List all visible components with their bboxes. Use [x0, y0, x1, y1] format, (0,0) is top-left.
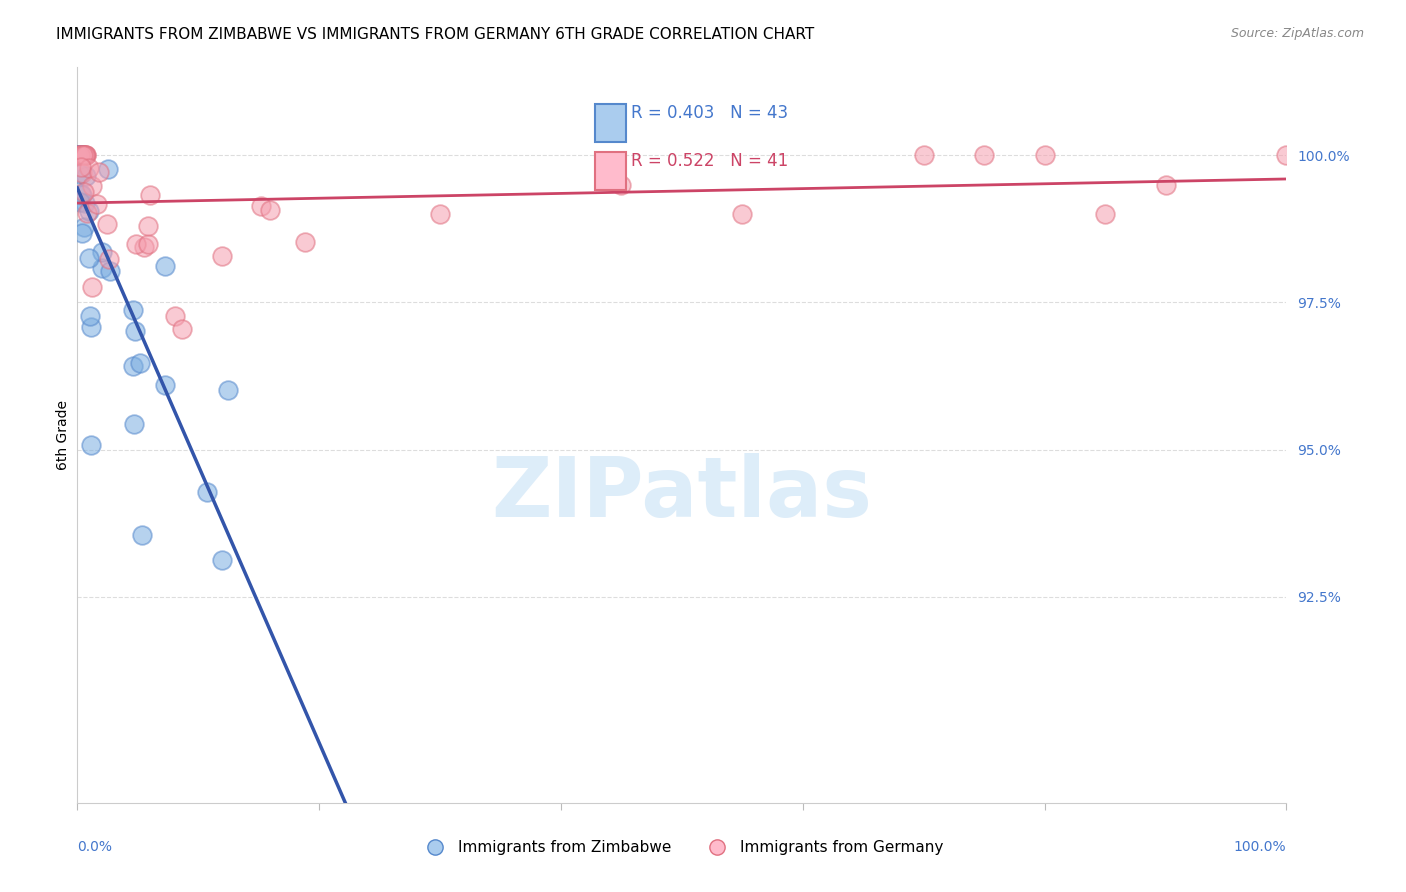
Text: R = 0.403   N = 43: R = 0.403 N = 43 [631, 103, 789, 121]
Point [69, 194, 91, 209]
Text: Source: ZipAtlas.com: Source: ZipAtlas.com [1230, 27, 1364, 40]
Point [70, 148, 93, 162]
Point [217, 383, 239, 397]
Point [77, 161, 100, 176]
Point [75, 169, 97, 183]
Point [98, 264, 121, 278]
Point [67, 148, 90, 162]
Point [75, 148, 97, 162]
Point [610, 178, 633, 192]
Point [122, 417, 145, 431]
Point [70, 148, 93, 162]
Point [91, 245, 114, 260]
Point [122, 359, 145, 373]
Point [122, 302, 145, 317]
Point [98, 252, 121, 266]
FancyBboxPatch shape [595, 152, 626, 190]
Point [139, 188, 162, 202]
Point [79, 438, 101, 452]
Point [136, 236, 159, 251]
Point [87, 164, 110, 178]
Point [155, 259, 177, 273]
Point [69, 167, 91, 181]
Point [912, 148, 935, 162]
Point [67, 148, 90, 162]
Point [80, 320, 103, 334]
Text: R = 0.522   N = 41: R = 0.522 N = 41 [631, 152, 789, 169]
Point [73, 195, 96, 210]
Point [153, 378, 176, 392]
Point [66, 148, 89, 162]
Point [259, 202, 281, 217]
Point [124, 324, 146, 338]
Point [69, 148, 91, 162]
Point [973, 148, 995, 162]
Point [731, 207, 754, 221]
Point [70, 187, 93, 202]
Point [73, 219, 96, 234]
Point [72, 148, 94, 162]
Point [163, 310, 186, 324]
Point [1154, 178, 1177, 192]
Point [67, 148, 90, 162]
Point [211, 248, 233, 262]
Point [73, 186, 96, 200]
Point [86, 196, 108, 211]
Point [90, 260, 112, 275]
Point [75, 148, 97, 162]
Point [195, 484, 218, 499]
Legend: Immigrants from Zimbabwe, Immigrants from Germany: Immigrants from Zimbabwe, Immigrants fro… [413, 834, 950, 862]
Point [80, 179, 103, 194]
FancyBboxPatch shape [595, 103, 626, 142]
Point [80, 280, 103, 294]
Point [67, 148, 90, 162]
Point [70, 148, 93, 162]
Point [77, 204, 100, 219]
Point [75, 148, 97, 162]
Text: ZIPatlas: ZIPatlas [492, 453, 872, 534]
Point [172, 322, 194, 336]
Point [67, 148, 90, 162]
Point [131, 528, 153, 542]
Point [66, 148, 89, 162]
Point [75, 148, 97, 162]
Point [1094, 207, 1116, 221]
Point [211, 553, 233, 567]
Point [70, 165, 93, 179]
Point [250, 199, 273, 213]
Point [66, 148, 89, 162]
Point [76, 206, 98, 220]
Point [294, 235, 316, 249]
Point [73, 148, 96, 162]
Point [134, 240, 156, 254]
Point [69, 187, 91, 202]
Point [69, 148, 91, 162]
Y-axis label: 6th Grade: 6th Grade [56, 400, 70, 470]
Point [138, 219, 160, 233]
Point [1033, 148, 1056, 162]
Point [72, 148, 94, 162]
Point [70, 148, 93, 162]
Text: IMMIGRANTS FROM ZIMBABWE VS IMMIGRANTS FROM GERMANY 6TH GRADE CORRELATION CHART: IMMIGRANTS FROM ZIMBABWE VS IMMIGRANTS F… [56, 27, 814, 42]
Text: 100.0%: 100.0% [1234, 839, 1286, 854]
Point [79, 309, 101, 323]
Point [77, 252, 100, 266]
Point [1275, 148, 1298, 162]
Point [72, 148, 94, 162]
Point [96, 217, 118, 231]
Point [70, 227, 93, 241]
Point [97, 161, 120, 176]
Point [70, 160, 93, 174]
Point [72, 148, 94, 162]
Point [69, 148, 91, 162]
Point [129, 356, 152, 370]
Point [429, 207, 451, 221]
Point [69, 148, 91, 162]
Point [125, 236, 148, 251]
Text: 0.0%: 0.0% [77, 839, 112, 854]
